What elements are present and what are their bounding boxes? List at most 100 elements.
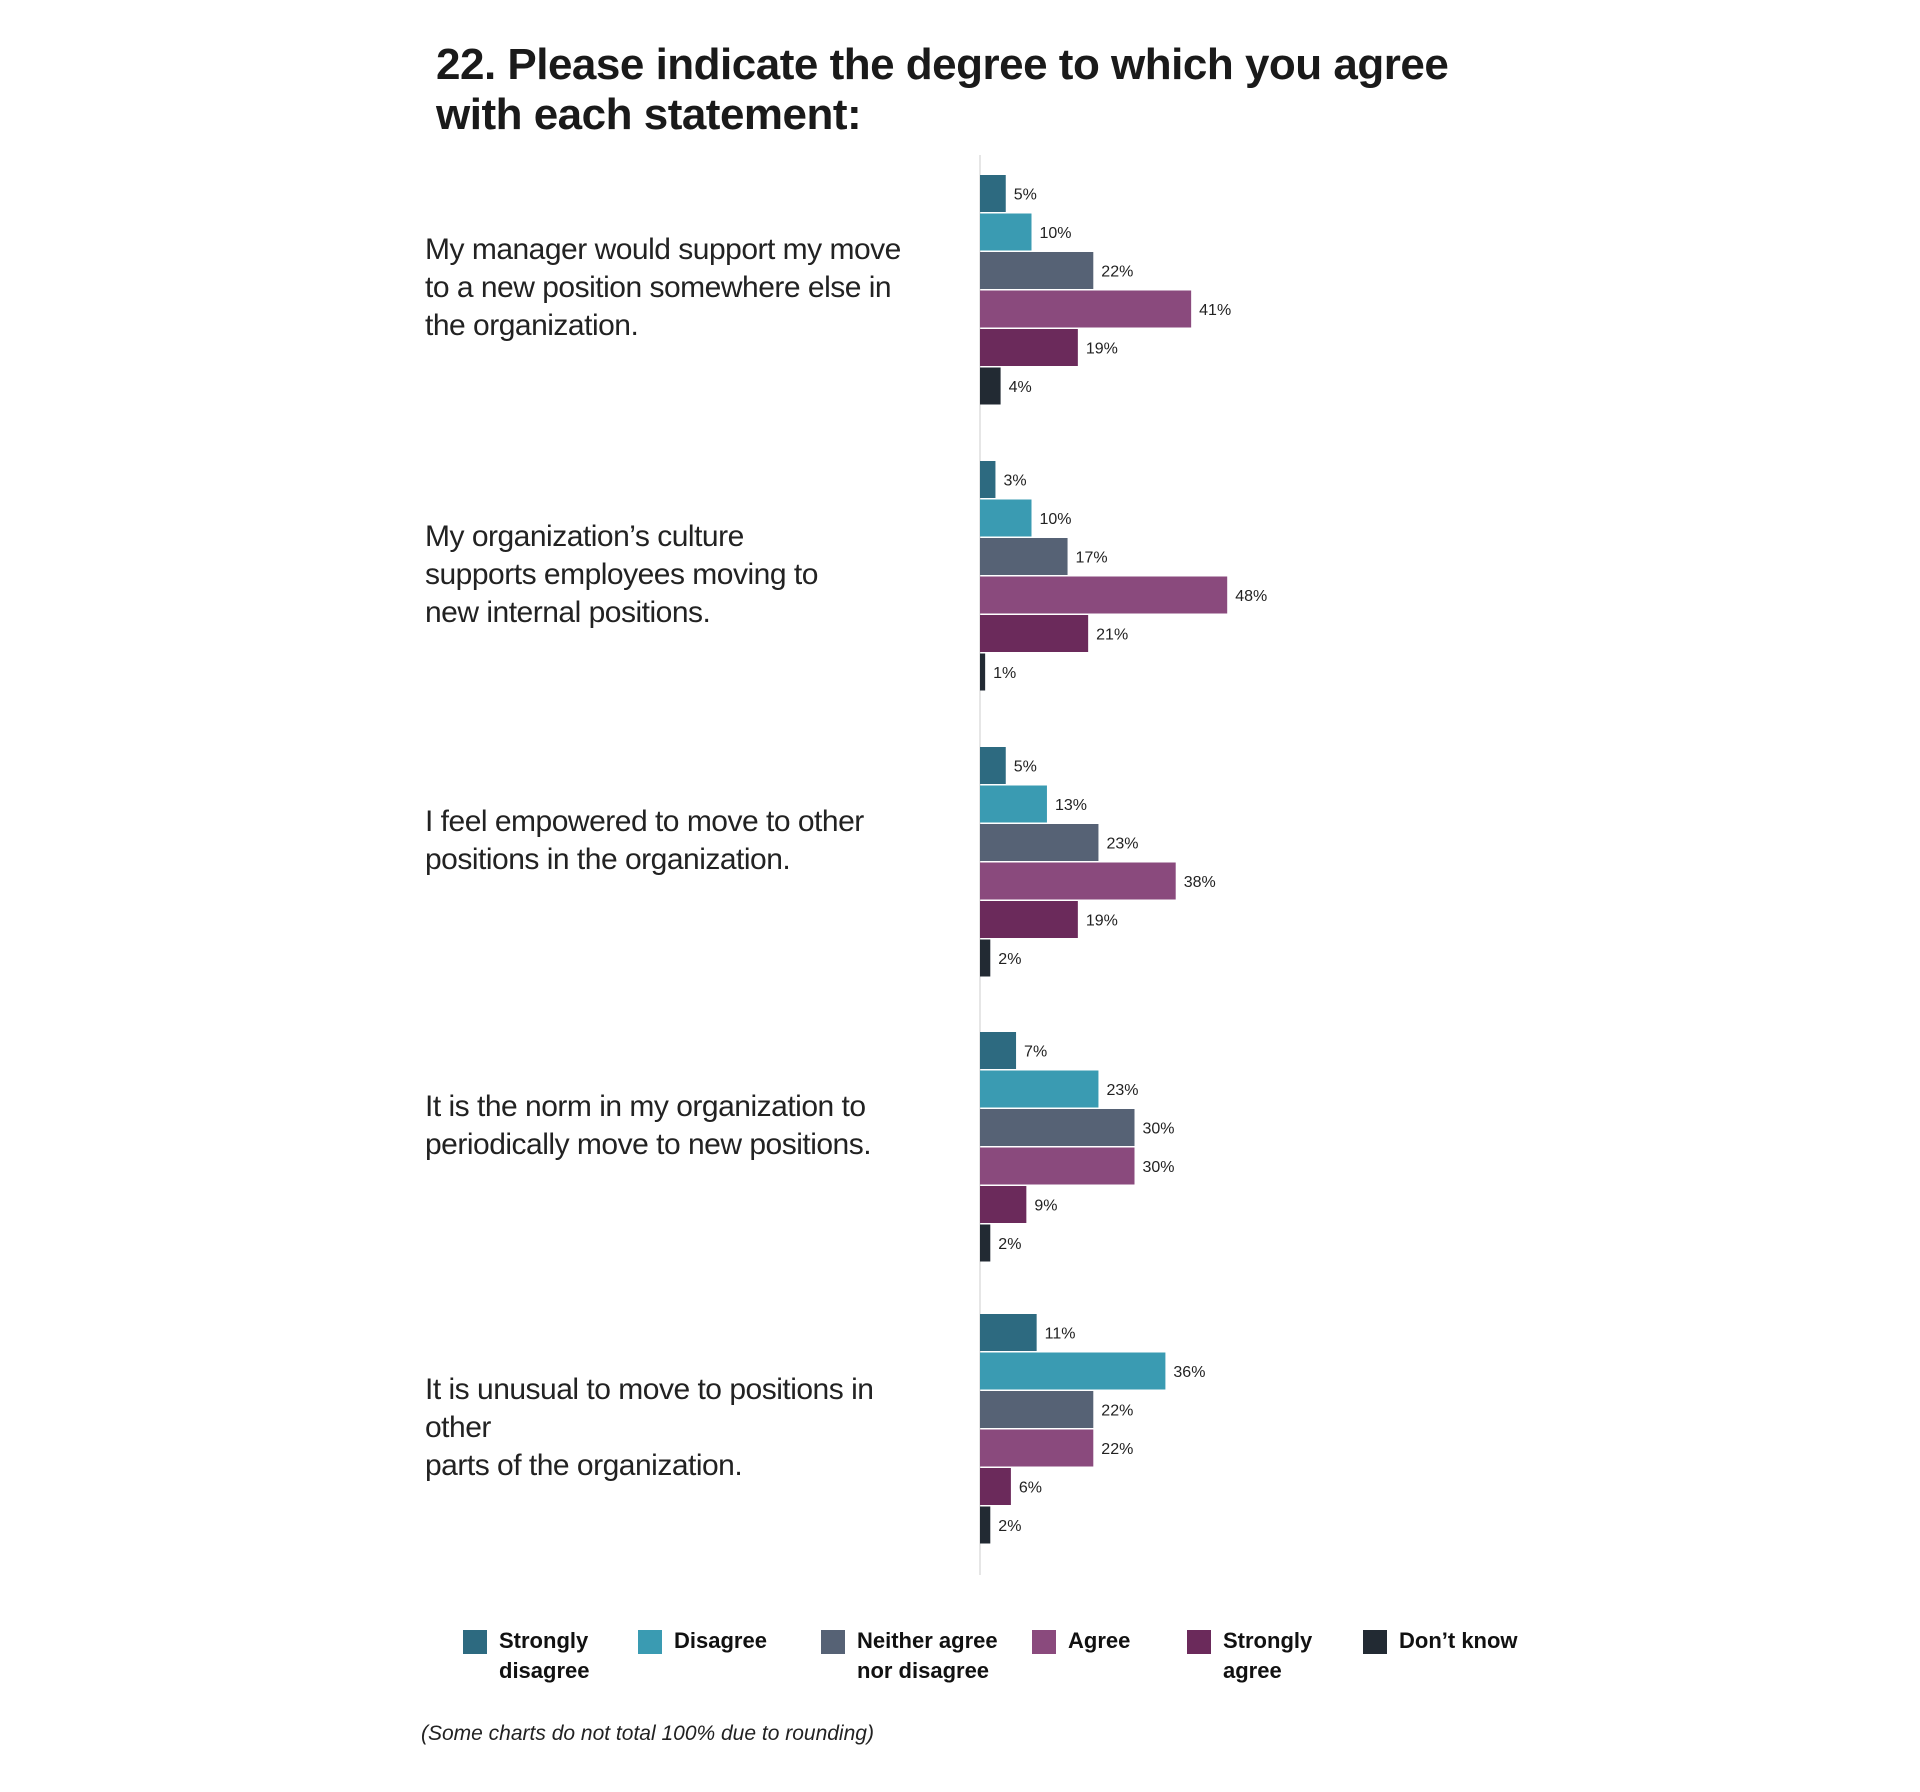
statement-line: It is unusual to move to positions in ot…	[425, 1373, 874, 1444]
bar-group-5: 11% 36% 22% 22% 6% 2%	[980, 1314, 1205, 1544]
data-label-4-series-4: 30%	[1143, 1159, 1175, 1176]
bar-group-3: 5% 13% 23% 38% 19% 2%	[980, 747, 1216, 977]
bar-2-series-5	[980, 615, 1089, 652]
data-label-1-series-3: 22%	[1101, 264, 1133, 281]
data-label-4-series-3: 30%	[1143, 1121, 1175, 1138]
data-label-1-series-1: 5%	[1014, 187, 1037, 204]
statement-label-2: My organization’s culture supports employ…	[425, 518, 945, 632]
bar-5-series-6	[980, 1506, 991, 1544]
legend-swatch	[821, 1630, 845, 1654]
data-label-2-series-5: 21%	[1096, 627, 1128, 644]
data-label-2-series-3: 17%	[1076, 550, 1108, 567]
bar-4-series-5	[980, 1186, 1027, 1223]
bar-5-series-4	[980, 1429, 1094, 1467]
legend: Strongly disagree Disagree Neither agree nor…	[0, 1626, 1920, 1706]
legend-label: Neither agree nor disagree	[857, 1628, 998, 1683]
legend-swatch	[638, 1630, 662, 1654]
data-label-2-series-4: 48%	[1235, 588, 1267, 605]
statement-line: periodically move to new positions.	[425, 1128, 872, 1161]
data-label-3-series-5: 19%	[1086, 913, 1118, 930]
statement-line: My manager would support my move	[425, 233, 901, 266]
bar-3-series-2	[980, 785, 1047, 823]
data-label-4-series-6: 2%	[998, 1236, 1021, 1253]
legend-label: Agree	[1068, 1628, 1131, 1653]
statement-label-5: It is unusual to move to positions in ot…	[425, 1371, 945, 1485]
bar-2-series-4	[980, 576, 1228, 614]
bar-3-series-6	[980, 939, 991, 977]
data-label-5-series-6: 2%	[998, 1518, 1021, 1535]
statement-line: parts of the organization.	[425, 1449, 743, 1482]
data-label-5-series-1: 11%	[1045, 1326, 1076, 1343]
data-label-1-series-2: 10%	[1040, 225, 1072, 242]
legend-label: Disagree	[674, 1628, 767, 1653]
legend-label: Strongly disagree	[499, 1628, 590, 1683]
data-label-3-series-3: 23%	[1106, 836, 1138, 853]
legend-swatch	[1032, 1630, 1056, 1654]
data-label-3-series-1: 5%	[1014, 759, 1037, 776]
bar-3-series-3	[980, 824, 1099, 861]
legend-item-4: Agree	[1032, 1626, 1130, 1656]
bar-2-series-3	[980, 538, 1068, 575]
bar-4-series-1	[980, 1032, 1017, 1069]
bar-1-series-6	[980, 367, 1001, 405]
statement-label-1: My manager would support my move to a new…	[425, 231, 945, 345]
statement-line: the organization.	[425, 309, 639, 342]
bar-3-series-5	[980, 901, 1078, 938]
legend-item-1: Strongly disagree	[463, 1626, 590, 1686]
bar-5-series-1	[980, 1314, 1037, 1351]
bar-4-series-2	[980, 1070, 1099, 1108]
data-label-4-series-2: 23%	[1106, 1082, 1138, 1099]
bar-group-4: 7% 23% 30% 30% 9% 2%	[980, 1032, 1175, 1262]
bar-2-series-2	[980, 499, 1032, 537]
bar-4-series-6	[980, 1224, 991, 1262]
bar-group-1: 5% 10% 22% 41% 19% 4%	[980, 175, 1231, 405]
data-label-1-series-4: 41%	[1199, 302, 1231, 319]
footnote: (Some charts do not total 100% due to ro…	[421, 1722, 874, 1745]
data-label-5-series-4: 22%	[1101, 1441, 1133, 1458]
bar-group-2: 3% 10% 17% 48% 21% 1%	[980, 461, 1267, 691]
statement-line: positions in the organization.	[425, 843, 791, 876]
data-label-5-series-5: 6%	[1019, 1480, 1042, 1497]
bar-1-series-4	[980, 290, 1192, 328]
data-label-5-series-3: 22%	[1101, 1403, 1133, 1420]
data-label-2-series-1: 3%	[1003, 473, 1026, 490]
data-label-3-series-2: 13%	[1055, 797, 1087, 814]
statement-line: My organization’s culture	[425, 520, 744, 553]
data-label-2-series-2: 10%	[1040, 511, 1072, 528]
bar-1-series-1	[980, 175, 1006, 212]
bar-1-series-3	[980, 252, 1094, 289]
data-label-2-series-6: 1%	[993, 665, 1016, 682]
legend-swatch	[1363, 1630, 1387, 1654]
legend-item-2: Disagree	[638, 1626, 767, 1656]
bar-5-series-5	[980, 1468, 1011, 1505]
bar-4-series-4	[980, 1147, 1135, 1185]
bar-1-series-5	[980, 329, 1078, 366]
statement-line: to a new position somewhere else in	[425, 271, 892, 304]
legend-swatch	[463, 1630, 487, 1654]
statement-label-4: It is the norm in my organization to peri…	[425, 1088, 945, 1164]
statement-line: supports employees moving to	[425, 558, 818, 591]
bar-1-series-2	[980, 213, 1032, 251]
statement-label-3: I feel empowered to move to other positio…	[425, 803, 945, 879]
legend-item-6: Don’t know	[1363, 1626, 1518, 1656]
data-label-3-series-6: 2%	[998, 951, 1021, 968]
data-label-4-series-1: 7%	[1024, 1044, 1047, 1061]
bar-2-series-1	[980, 461, 996, 498]
bar-4-series-3	[980, 1109, 1135, 1146]
data-label-5-series-2: 36%	[1173, 1364, 1205, 1381]
bar-5-series-2	[980, 1352, 1166, 1390]
data-label-1-series-6: 4%	[1009, 379, 1032, 396]
bar-3-series-1	[980, 747, 1006, 784]
statement-line: I feel empowered to move to other	[425, 805, 864, 838]
data-label-3-series-4: 38%	[1184, 874, 1216, 891]
bar-3-series-4	[980, 862, 1176, 900]
statement-line: new internal positions.	[425, 596, 711, 629]
legend-item-5: Strongly agree	[1187, 1626, 1312, 1686]
data-label-1-series-5: 19%	[1086, 341, 1118, 358]
data-label-4-series-5: 9%	[1034, 1198, 1057, 1215]
statement-line: It is the norm in my organization to	[425, 1090, 866, 1123]
legend-item-3: Neither agree nor disagree	[821, 1626, 998, 1686]
bar-2-series-6	[980, 653, 986, 691]
legend-label: Strongly agree	[1223, 1628, 1313, 1683]
